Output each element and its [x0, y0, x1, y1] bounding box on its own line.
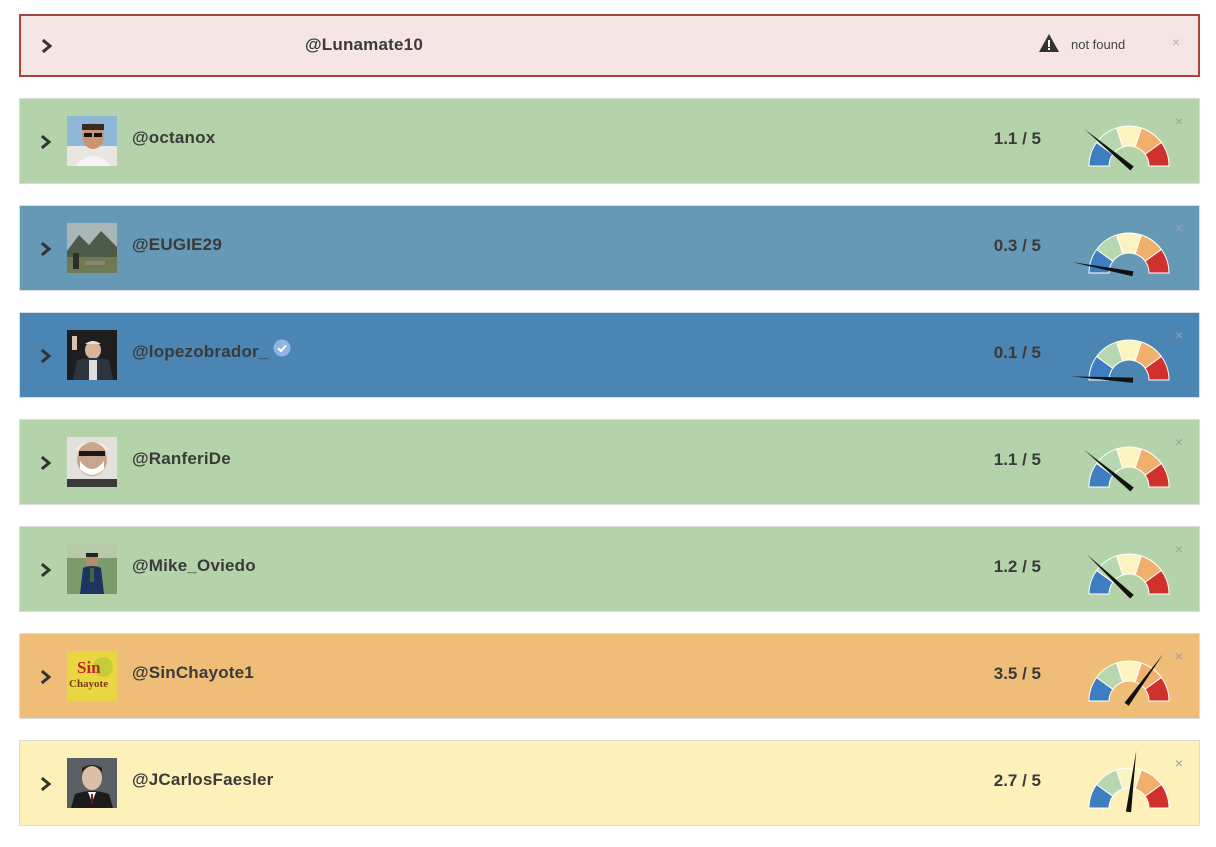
- avatar[interactable]: [67, 758, 117, 808]
- account-handle[interactable]: @Lunamate10: [305, 35, 423, 54]
- gauge-segment: [1144, 248, 1170, 274]
- account-row: @lopezobrador_ 0.1 / 5 ×: [19, 312, 1200, 398]
- close-icon[interactable]: ×: [1174, 220, 1183, 236]
- handle-text: @EUGIE29: [132, 235, 222, 254]
- verified-badge-icon: [273, 339, 291, 364]
- avatar[interactable]: [67, 544, 117, 594]
- handle-text: @lopezobrador_: [132, 342, 269, 361]
- gauge-needle: [1084, 450, 1134, 492]
- account-row: Sin Chayote @SinChayote1 3.5 / 5 ×: [19, 633, 1200, 719]
- close-icon[interactable]: ×: [1174, 648, 1183, 664]
- account-row-error: @Lunamate10 not found ×: [19, 14, 1200, 77]
- gauge-needle: [1071, 376, 1134, 383]
- account-row: @RanferiDe 1.1 / 5 ×: [19, 419, 1200, 505]
- score-text: 2.7 / 5: [993, 771, 1041, 790]
- avatar[interactable]: [67, 116, 117, 166]
- gauge-needle: [1084, 129, 1134, 171]
- score-gauge: [1063, 653, 1170, 706]
- close-icon[interactable]: ×: [1174, 541, 1183, 557]
- account-row: @JCarlosFaesler 2.7 / 5 ×: [19, 740, 1200, 826]
- svg-text:Chayote: Chayote: [69, 678, 108, 690]
- status-text: not found: [1071, 37, 1126, 52]
- score-text: 1.1 / 5: [993, 129, 1041, 148]
- gauge-needle: [1124, 654, 1164, 706]
- chevron-right-icon[interactable]: [40, 563, 54, 577]
- chevron-right-icon[interactable]: [40, 242, 54, 256]
- gauge-segment: [1144, 569, 1170, 595]
- score-text: 3.5 / 5: [993, 664, 1041, 683]
- account-handle[interactable]: @octanox: [132, 126, 215, 150]
- handle-text: @SinChayote1: [132, 663, 254, 682]
- close-icon[interactable]: ×: [1174, 113, 1183, 129]
- gauge-needle: [1072, 262, 1134, 277]
- account-handle[interactable]: @SinChayote1: [132, 661, 254, 685]
- chevron-right-icon[interactable]: [40, 135, 54, 149]
- score-text: 1.2 / 5: [993, 557, 1041, 576]
- account-row: @Mike_Oviedo 1.2 / 5 ×: [19, 526, 1200, 612]
- warning-icon: [1038, 33, 1060, 53]
- account-list: @Lunamate10 not found × @octanox 1.1 / 5 ×…: [19, 14, 1200, 847]
- score-gauge: [1063, 332, 1170, 384]
- chevron-right-icon[interactable]: [40, 349, 54, 363]
- handle-text: @Mike_Oviedo: [132, 556, 256, 575]
- close-icon[interactable]: ×: [1171, 34, 1180, 50]
- avatar[interactable]: [67, 437, 117, 487]
- handle-text: @RanferiDe: [132, 449, 231, 468]
- chevron-right-icon[interactable]: [40, 670, 54, 684]
- score-gauge: [1063, 750, 1170, 813]
- gauge-needle: [1086, 554, 1134, 599]
- account-row: @EUGIE29 0.3 / 5 ×: [19, 205, 1200, 291]
- account-handle[interactable]: @JCarlosFaesler: [132, 768, 273, 792]
- close-icon[interactable]: ×: [1174, 755, 1183, 771]
- close-icon[interactable]: ×: [1174, 434, 1183, 450]
- gauge-segment: [1144, 462, 1170, 488]
- handle-text: @JCarlosFaesler: [132, 770, 274, 789]
- gauge-segment: [1144, 355, 1170, 381]
- avatar[interactable]: [67, 330, 117, 380]
- score-text: 0.3 / 5: [993, 236, 1041, 255]
- chevron-right-icon[interactable]: [40, 456, 54, 470]
- gauge-segment: [1144, 783, 1170, 809]
- account-handle[interactable]: @EUGIE29: [132, 233, 222, 257]
- avatar[interactable]: Sin Chayote: [67, 651, 117, 701]
- gauge-segment: [1144, 141, 1170, 167]
- svg-text:Sin: Sin: [77, 658, 101, 677]
- account-row: @octanox 1.1 / 5 ×: [19, 98, 1200, 184]
- score-gauge: [1063, 225, 1170, 277]
- account-handle[interactable]: @Mike_Oviedo: [132, 554, 256, 578]
- handle-text: @octanox: [132, 128, 216, 147]
- account-handle[interactable]: @lopezobrador_: [132, 339, 291, 364]
- score-text: 0.1 / 5: [993, 343, 1041, 362]
- avatar[interactable]: [67, 223, 117, 273]
- account-handle[interactable]: @RanferiDe: [132, 447, 231, 471]
- gauge-needle: [1125, 750, 1137, 813]
- score-gauge: [1063, 439, 1170, 492]
- chevron-right-icon[interactable]: [40, 777, 54, 791]
- close-icon[interactable]: ×: [1174, 327, 1183, 343]
- score-text: 1.1 / 5: [993, 450, 1041, 469]
- gauge-segment: [1144, 676, 1170, 702]
- score-gauge: [1063, 118, 1170, 171]
- score-gauge: [1063, 546, 1170, 599]
- chevron-right-icon[interactable]: [41, 39, 55, 53]
